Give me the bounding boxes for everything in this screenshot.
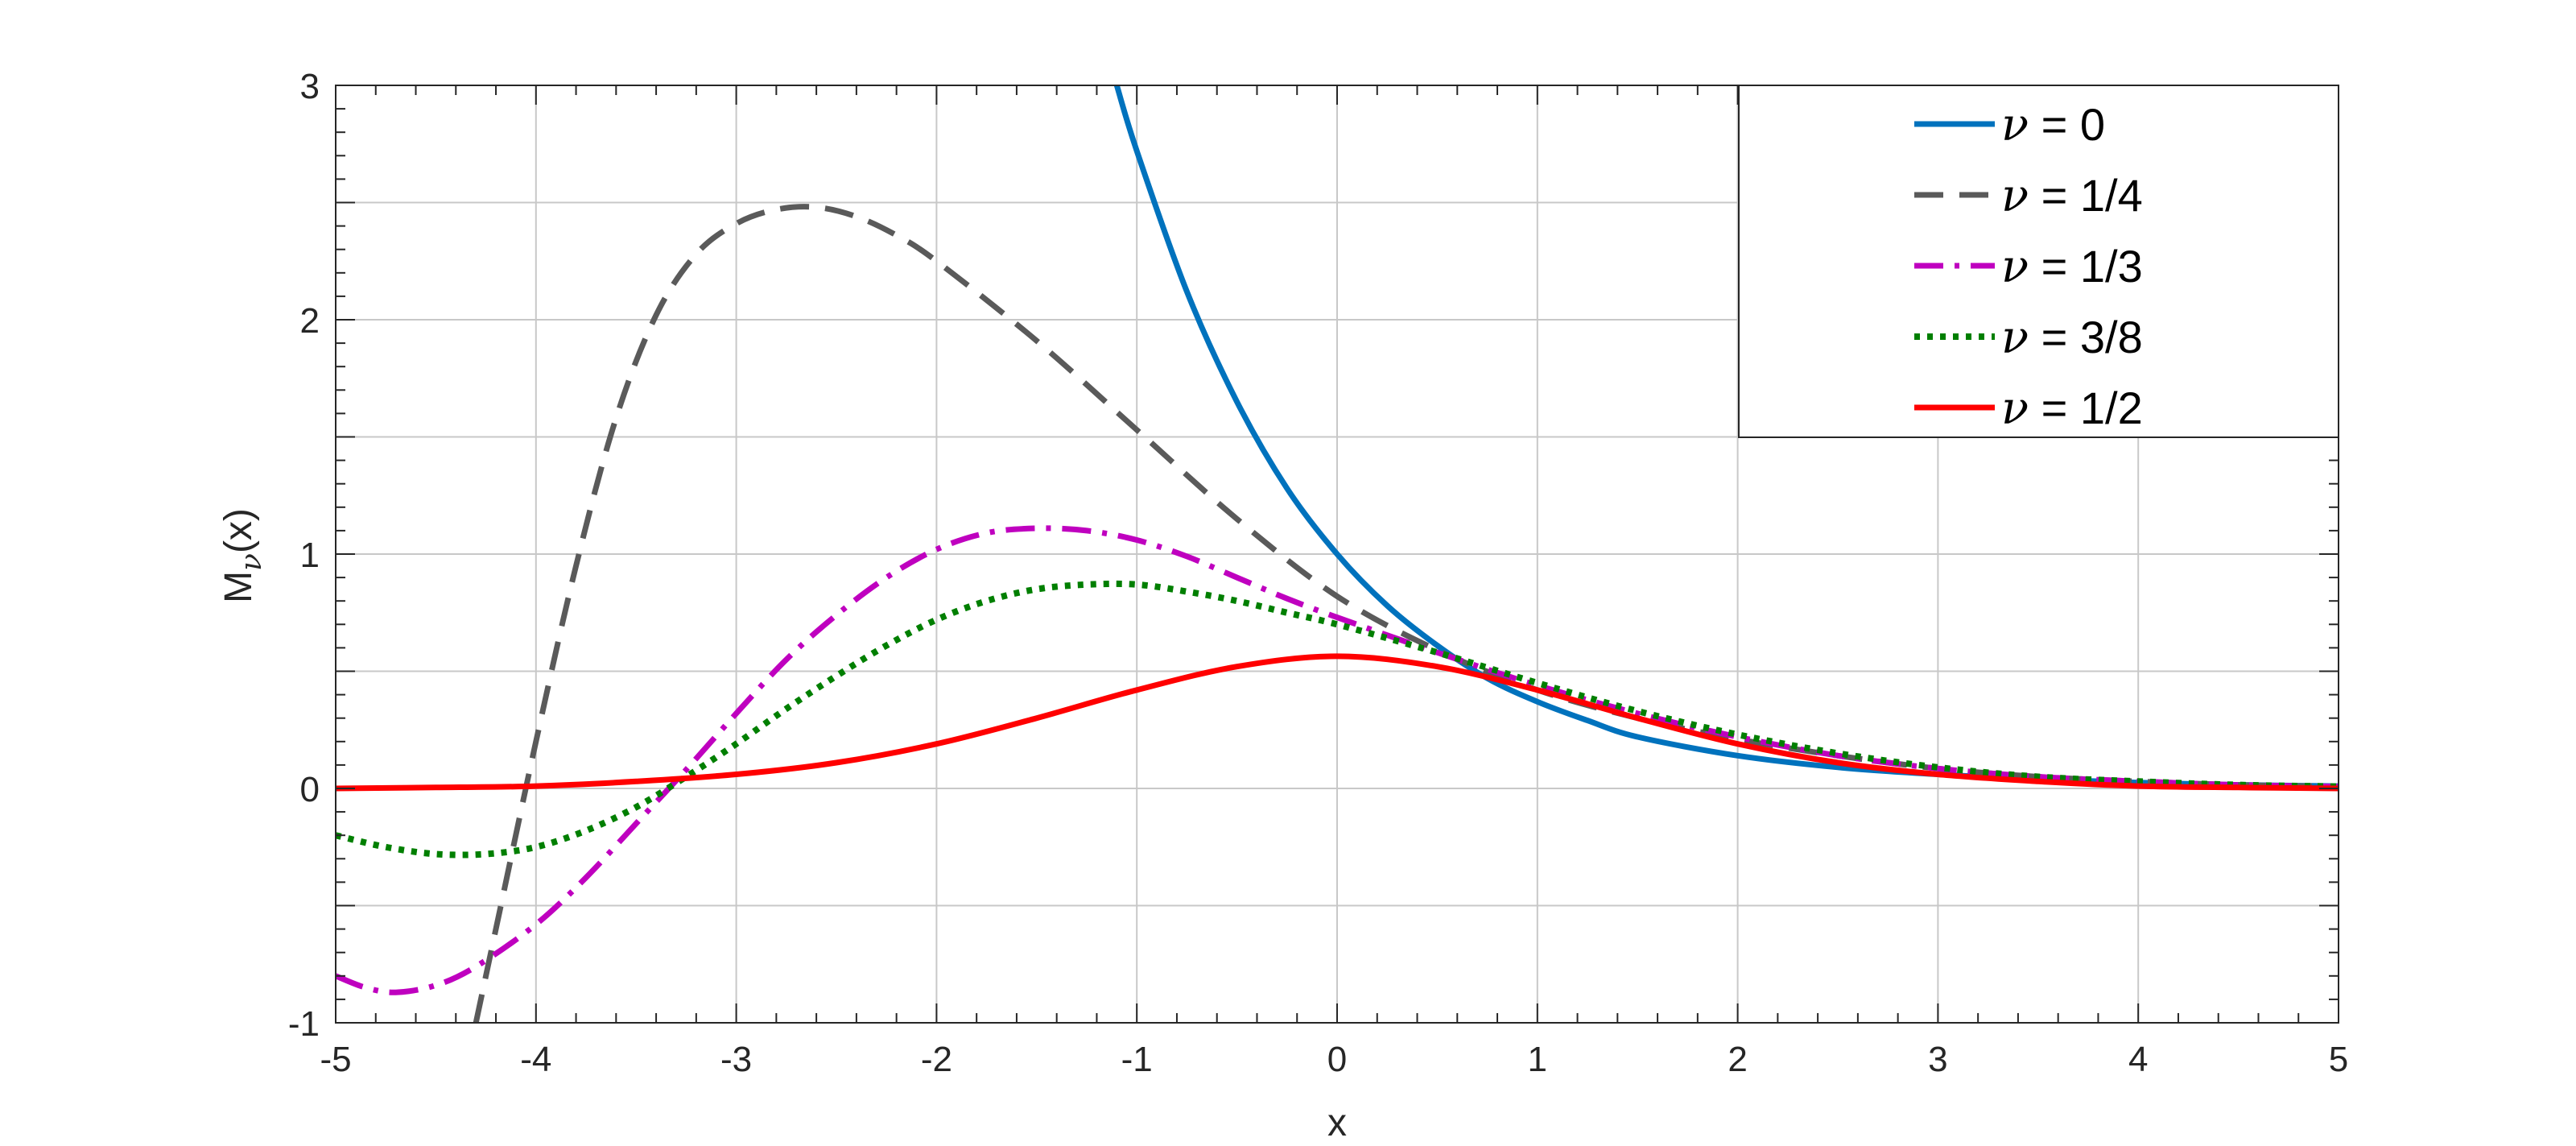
legend-symbol: ν <box>2001 99 2029 151</box>
legend-box <box>1738 85 2339 438</box>
series-group <box>336 85 2339 1023</box>
x-tick-label: 1 <box>1528 1040 1547 1079</box>
legend-entry-4: ν = 1/2 <box>2001 383 2143 435</box>
x-tick-label: -3 <box>720 1040 752 1079</box>
x-tick-label: 3 <box>1928 1040 1947 1079</box>
x-tick-label: -2 <box>921 1040 952 1079</box>
legend-entry-0: ν = 0 <box>2001 99 2105 151</box>
tick-labels: -5 -4 -3 -2 -1 0 1 2 3 4 5 -1 0 1 2 3 <box>288 67 2348 1079</box>
y-tick-label: 0 <box>300 770 320 809</box>
x-tick-label: -1 <box>1121 1040 1153 1079</box>
legend-label: = 0 <box>2029 99 2105 150</box>
x-tick-label: 5 <box>2329 1040 2348 1079</box>
y-axis-label-main: M <box>217 571 260 603</box>
legend-symbol: ν <box>2001 383 2029 435</box>
legend-symbol: ν <box>2001 241 2029 293</box>
legend-entry-3: ν = 3/8 <box>2001 312 2143 364</box>
x-axis-label: x <box>1327 1102 1347 1144</box>
x-tick-label: 0 <box>1327 1040 1347 1079</box>
y-tick-label: 2 <box>300 301 320 341</box>
x-tick-label: -5 <box>320 1040 351 1079</box>
x-tick-label: -4 <box>520 1040 551 1079</box>
legend-label: = 1/4 <box>2029 170 2143 221</box>
legend-entry-1: ν = 1/4 <box>2001 170 2143 222</box>
y-tick-label: 1 <box>300 536 320 575</box>
legend-symbol: ν <box>2001 170 2029 222</box>
series-line-1 <box>473 204 2339 1023</box>
x-tick-label: 4 <box>2128 1040 2148 1079</box>
y-tick-label: 3 <box>300 67 320 106</box>
x-tick-label: 2 <box>1728 1040 1747 1079</box>
legend-entry-2: ν = 1/3 <box>2001 241 2143 293</box>
legend-label: = 1/3 <box>2029 241 2143 292</box>
y-axis-label-subscript: ν <box>235 553 268 571</box>
y-axis-label: Mν(x) <box>217 508 268 603</box>
y-axis-label-suffix: (x) <box>217 508 260 553</box>
legend-label: = 1/2 <box>2029 383 2143 433</box>
legend-label: = 3/8 <box>2029 312 2143 362</box>
legend-symbol: ν <box>2001 312 2029 364</box>
y-tick-label: -1 <box>288 1004 320 1044</box>
legend: ν = 0ν = 1/4ν = 1/3ν = 3/8ν = 1/2 <box>1738 85 2339 438</box>
series-line-4 <box>336 653 2339 792</box>
